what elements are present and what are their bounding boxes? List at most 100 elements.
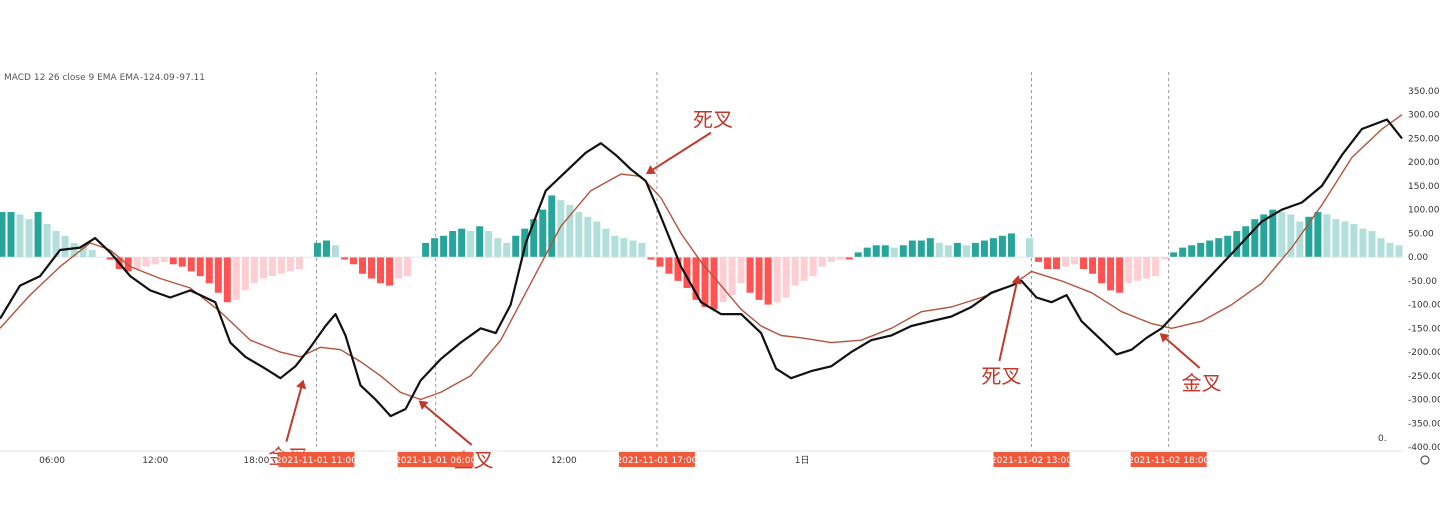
histogram-bar bbox=[1062, 257, 1070, 267]
y-tick-label: -300.00 bbox=[1408, 396, 1440, 406]
histogram-bar bbox=[70, 242, 78, 258]
histogram-bar bbox=[602, 228, 610, 258]
histogram-bar bbox=[1377, 238, 1385, 258]
time-axis[interactable]: 06:00 12:00 18:00 12:00 1日 2021-11-01 11:00 20… bbox=[0, 450, 1402, 467]
histogram-bar bbox=[917, 240, 925, 258]
histogram-bar bbox=[1143, 257, 1151, 279]
histogram-bar bbox=[890, 247, 898, 258]
histogram-bar bbox=[88, 250, 96, 258]
crossover-time-highlight bbox=[278, 452, 355, 467]
histogram-bar bbox=[7, 212, 15, 258]
histogram-bar bbox=[1278, 212, 1286, 258]
indicator-legend-label: MACD 12 26 close 9 EMA EMA bbox=[4, 73, 140, 83]
histogram-bar bbox=[1260, 214, 1268, 258]
histogram-bar bbox=[503, 242, 511, 258]
histogram-bar bbox=[638, 242, 646, 258]
histogram-bar bbox=[205, 257, 213, 284]
histogram-bar bbox=[187, 257, 195, 272]
settings-icon[interactable] bbox=[1420, 455, 1430, 465]
y-tick-label: 200.00 bbox=[1408, 158, 1440, 168]
price-axis[interactable]: 350.00 300.00 250.00 200.00 150.00 100.00 50.0… bbox=[1408, 87, 1440, 453]
histogram-bar bbox=[322, 240, 330, 258]
histogram-bar bbox=[836, 257, 844, 260]
corner-mark: 0. bbox=[1378, 434, 1387, 444]
histogram-bar bbox=[998, 235, 1006, 258]
histogram-bar bbox=[1034, 257, 1042, 262]
histogram-bar bbox=[214, 257, 222, 293]
histogram-bar bbox=[1386, 242, 1394, 258]
histogram-bar bbox=[232, 257, 240, 300]
histogram-bar bbox=[43, 223, 51, 258]
indicator-value-2: -97.11 bbox=[176, 73, 205, 83]
histogram-bar bbox=[728, 257, 736, 296]
crossover-time-label: 2021-11-01 17:00 bbox=[616, 456, 697, 466]
histogram-bar bbox=[656, 257, 664, 267]
histogram-bar bbox=[277, 257, 285, 274]
histogram-bar bbox=[737, 257, 745, 284]
histogram-bar bbox=[250, 257, 258, 284]
histogram-bar bbox=[1314, 212, 1322, 258]
macd-line bbox=[0, 118, 1403, 418]
crossover-annotations: 死叉金叉金叉死叉金叉 bbox=[268, 108, 1221, 472]
histogram-bar bbox=[1368, 231, 1376, 258]
histogram-bar bbox=[404, 257, 412, 277]
histogram-bar bbox=[1161, 257, 1169, 260]
histogram-bar bbox=[476, 226, 484, 258]
histogram-bar bbox=[746, 257, 754, 293]
histogram-bar bbox=[1332, 219, 1340, 258]
histogram-bar bbox=[377, 257, 385, 284]
histogram-bar bbox=[25, 219, 33, 258]
histogram-bar bbox=[458, 228, 466, 258]
histogram-bar bbox=[1098, 257, 1106, 284]
histogram-bar bbox=[1296, 221, 1304, 258]
histogram-bar bbox=[494, 238, 502, 258]
histogram-bar bbox=[782, 257, 790, 298]
histogram-bar bbox=[1197, 242, 1205, 258]
histogram-bar bbox=[1350, 223, 1358, 258]
histogram-bar bbox=[331, 245, 339, 258]
crossover-annotation-label: 死叉 bbox=[981, 364, 1021, 388]
histogram-bar bbox=[593, 221, 601, 258]
crossover-time-label: 2021-11-02 13:00 bbox=[991, 456, 1072, 466]
macd-histogram bbox=[0, 195, 1403, 310]
histogram-bar bbox=[872, 245, 880, 258]
histogram-bar bbox=[1179, 247, 1187, 258]
histogram-bar bbox=[259, 257, 267, 279]
histogram-bar bbox=[692, 257, 700, 300]
annotation-arrowhead bbox=[645, 165, 656, 175]
histogram-bar bbox=[1080, 257, 1088, 269]
histogram-bar bbox=[818, 257, 826, 267]
histogram-bar bbox=[1269, 209, 1277, 258]
histogram-bar bbox=[584, 216, 592, 258]
histogram-bar bbox=[1152, 257, 1160, 277]
histogram-bar bbox=[1107, 257, 1115, 291]
histogram-bar bbox=[755, 257, 763, 300]
y-tick-label: 0.00 bbox=[1408, 253, 1428, 263]
histogram-bar bbox=[1341, 221, 1349, 258]
histogram-bar bbox=[611, 235, 619, 258]
histogram-bar bbox=[719, 257, 727, 303]
histogram-bar bbox=[1215, 238, 1223, 258]
time-tick-label: 12:00 bbox=[142, 456, 168, 466]
indicator-value-1: -124.09 bbox=[140, 73, 175, 83]
histogram-bar bbox=[196, 257, 204, 277]
histogram-bar bbox=[710, 257, 718, 310]
annotation-arrowhead bbox=[1159, 333, 1170, 343]
histogram-bar bbox=[1206, 240, 1214, 258]
histogram-bar bbox=[350, 257, 358, 265]
histogram-bar bbox=[1170, 252, 1178, 258]
histogram-bar bbox=[566, 204, 574, 258]
annotation-arrow bbox=[1163, 336, 1201, 369]
histogram-bar bbox=[908, 240, 916, 258]
histogram-bar bbox=[539, 209, 547, 258]
y-tick-label: -250.00 bbox=[1408, 372, 1440, 382]
crossover-time-label: 2021-11-02 18:00 bbox=[1128, 456, 1209, 466]
histogram-bar bbox=[971, 242, 979, 258]
histogram-bar bbox=[169, 257, 177, 265]
y-tick-label: -400.00 bbox=[1408, 443, 1440, 453]
histogram-bar bbox=[1305, 216, 1313, 258]
histogram-bar bbox=[629, 240, 637, 258]
histogram-bar bbox=[359, 257, 367, 274]
histogram-bar bbox=[1125, 257, 1133, 284]
histogram-bar bbox=[1251, 219, 1259, 258]
